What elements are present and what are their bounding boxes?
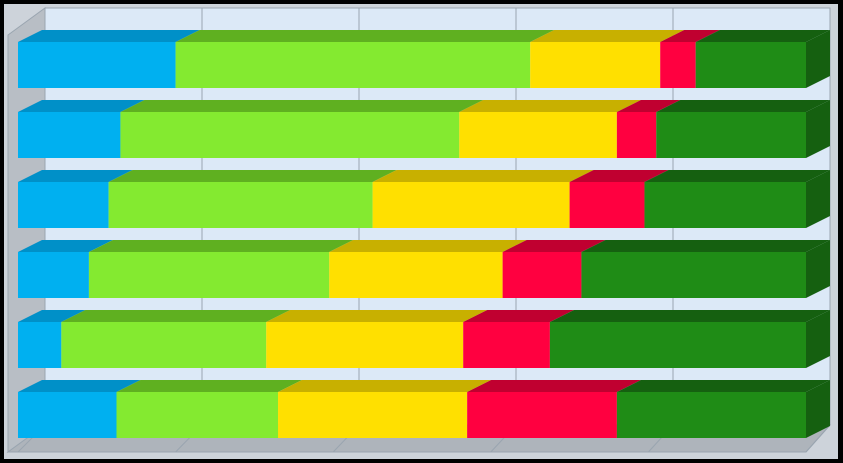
bar-top — [61, 310, 291, 322]
bar-top — [108, 170, 397, 182]
bar-segment — [18, 42, 176, 88]
bar-segment — [616, 392, 806, 438]
bar-segment — [372, 182, 570, 228]
bar-top — [116, 380, 303, 392]
bar-end — [806, 380, 830, 438]
bar-top — [656, 100, 830, 112]
bar-segment — [660, 42, 696, 88]
bar-top — [175, 30, 555, 42]
bar-top — [660, 30, 720, 42]
bar-segment — [329, 252, 503, 298]
bar-segment — [108, 182, 373, 228]
bar-end — [806, 30, 830, 88]
bar-segment — [18, 182, 109, 228]
bar-top — [120, 100, 484, 112]
bar-top — [569, 170, 669, 182]
bar-segment — [502, 252, 582, 298]
bar-top — [329, 240, 527, 252]
bar-top — [18, 30, 200, 42]
bar-segment — [463, 322, 550, 368]
bar-segment — [530, 42, 661, 88]
bar-end — [806, 310, 830, 368]
bar-segment — [18, 392, 117, 438]
bar-segment — [18, 322, 62, 368]
bar-segment — [581, 252, 806, 298]
bar-segment — [120, 112, 460, 158]
bar-top — [463, 310, 574, 322]
bar-top — [530, 30, 685, 42]
bar-top — [459, 100, 641, 112]
bar-top — [502, 240, 606, 252]
bar-top — [616, 380, 830, 392]
bar-top — [18, 100, 145, 112]
bar-segment — [549, 322, 806, 368]
bar-segment — [18, 112, 121, 158]
bar-top — [88, 240, 354, 252]
bar-segment — [656, 112, 806, 158]
bar-top — [695, 30, 830, 42]
bar-top — [549, 310, 830, 322]
bars — [18, 30, 830, 438]
bar-top — [278, 380, 492, 392]
bar-top — [18, 310, 86, 322]
bar-segment — [467, 392, 617, 438]
bar-end — [806, 240, 830, 298]
bar-segment — [278, 392, 468, 438]
bar-top — [467, 380, 641, 392]
bar-segment — [61, 322, 267, 368]
bar-end — [806, 170, 830, 228]
bar-top — [266, 310, 488, 322]
bar-top — [18, 380, 141, 392]
bar-top — [616, 100, 681, 112]
bar-segment — [695, 42, 806, 88]
bar-end — [806, 100, 830, 158]
bar-segment — [644, 182, 806, 228]
bar-segment — [175, 42, 531, 88]
bar-top — [18, 170, 133, 182]
bar-segment — [266, 322, 464, 368]
bar-segment — [459, 112, 617, 158]
bar-segment — [569, 182, 645, 228]
bar-top — [644, 170, 830, 182]
bar-segment — [88, 252, 330, 298]
bar-segment — [616, 112, 657, 158]
bar-segment — [18, 252, 89, 298]
bar-top — [372, 170, 594, 182]
bar-top — [581, 240, 830, 252]
bar-segment — [116, 392, 279, 438]
floor-grid-line — [805, 424, 831, 453]
bar-top — [18, 240, 113, 252]
